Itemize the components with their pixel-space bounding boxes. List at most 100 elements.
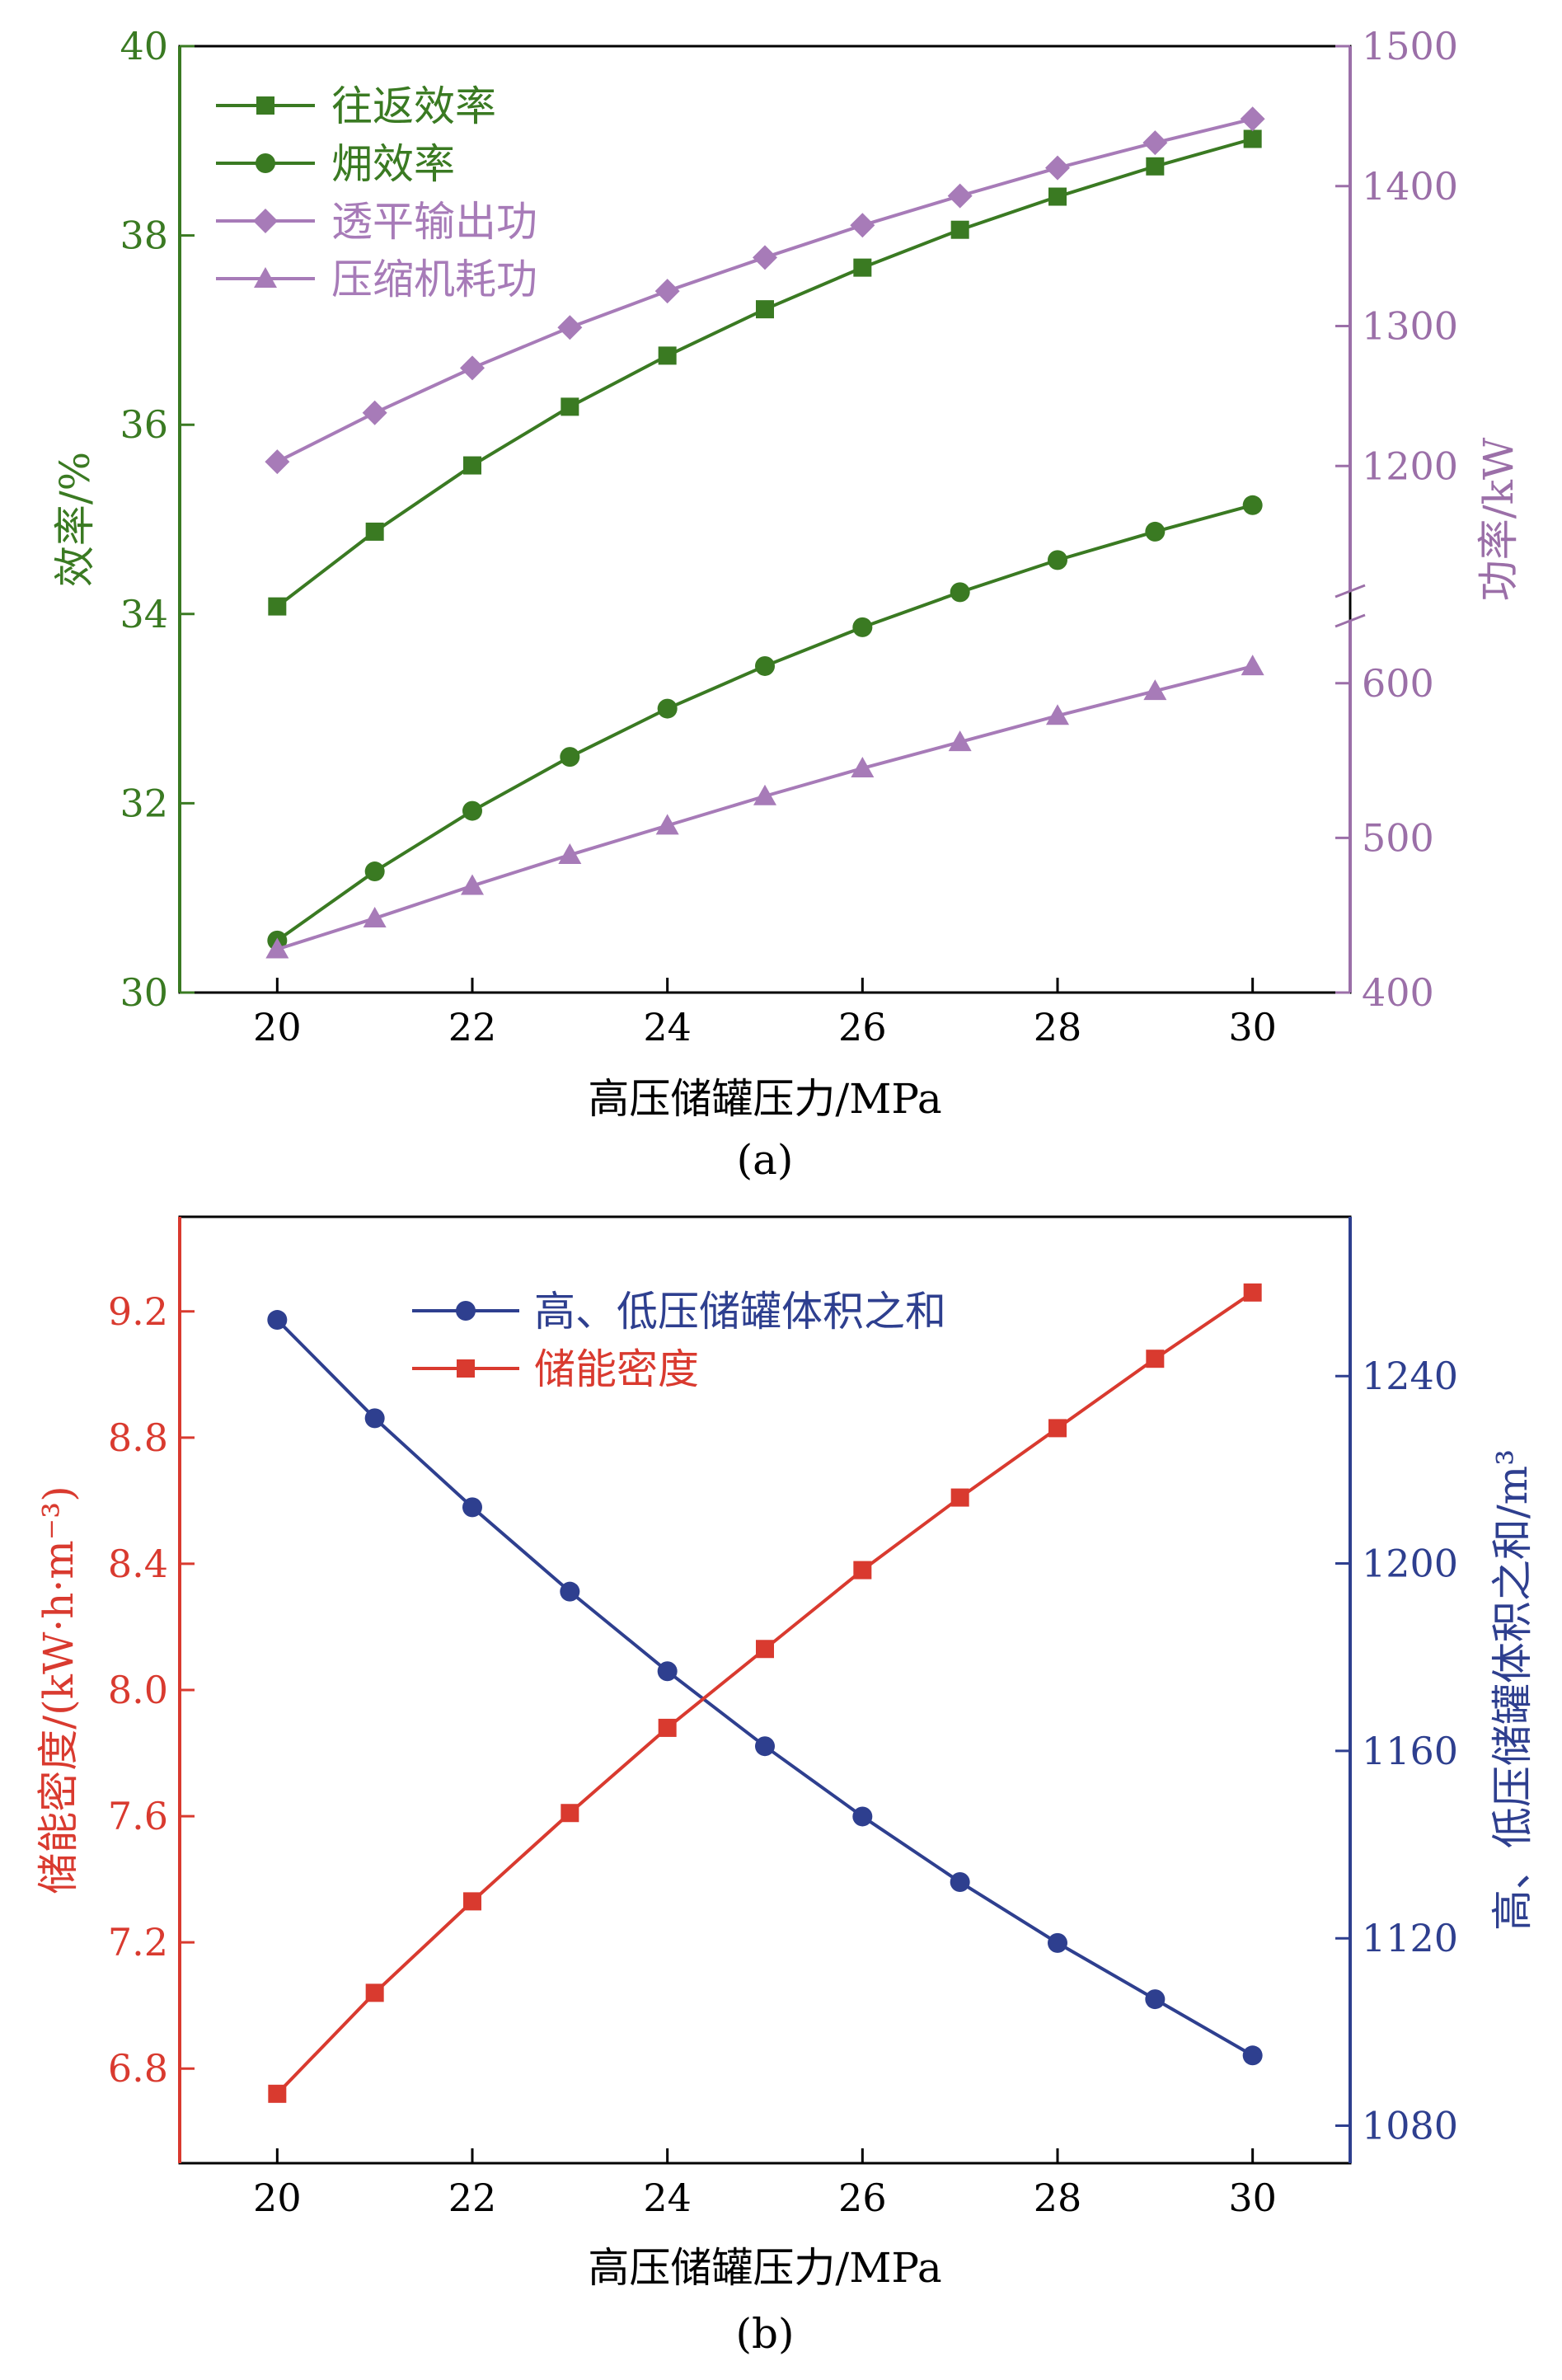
panel-a-point xyxy=(753,245,777,270)
panel-b-point xyxy=(1146,1350,1165,1368)
panel-a-point xyxy=(462,800,482,821)
panel-b-point xyxy=(364,1408,385,1429)
panel-a-right-tick-label: 1200 xyxy=(1362,444,1458,488)
panel-a-point xyxy=(1145,521,1166,542)
panel-b-point xyxy=(853,1561,872,1580)
panel-a-point xyxy=(948,730,972,752)
panel-b-point xyxy=(462,1497,482,1518)
panel-a-point xyxy=(1048,550,1067,570)
panel-a-right-tick-label: 500 xyxy=(1362,815,1434,860)
panel-b-point xyxy=(560,1581,580,1602)
panel-a-right-tick-label: 400 xyxy=(1362,970,1434,1015)
panel-b-left-tick-label: 7.2 xyxy=(108,1920,168,1965)
panel-a-plot-frame xyxy=(178,45,1352,994)
panel-a-left-tick-label: 34 xyxy=(120,592,168,636)
panel-a-point xyxy=(560,747,580,768)
panel-a-point xyxy=(461,874,484,895)
panel-a-point xyxy=(265,937,289,959)
panel-a-point xyxy=(1045,155,1070,181)
panel-b-point xyxy=(950,1872,970,1893)
panel-b-left-tick-label: 8.0 xyxy=(108,1668,168,1712)
panel-b-legend-marker xyxy=(456,1301,476,1321)
panel-a-point xyxy=(463,456,481,475)
panel-b: 20 22 24 26 28 30 6.8 7.2 7.6 8.0 8.4 8.8 9.2 1080 1… xyxy=(35,1215,1536,2358)
panel-b-plot-frame xyxy=(178,1215,1352,2165)
panel-a-point xyxy=(1241,655,1264,676)
panel-b-series-line-2 xyxy=(275,1291,1254,2096)
panel-b-legend-marker xyxy=(457,1359,475,1378)
panel-b-x-tick-label: 30 xyxy=(1228,2176,1277,2220)
panel-b-left-tick-label: 9.2 xyxy=(108,1289,168,1334)
panel-a-left-axis-title: 效率/% xyxy=(51,452,99,587)
panel-a-right-tick-label: 1300 xyxy=(1362,304,1458,349)
panel-a-legend-marker xyxy=(254,267,277,288)
panel-a-legend-marker xyxy=(253,209,278,233)
panel-a-point xyxy=(1048,187,1067,206)
panel-b-right-tick-label: 1160 xyxy=(1362,1729,1458,1773)
panel-a-left-tick-label: 40 xyxy=(120,24,168,68)
panel-a-legend-label: 透平输出功 xyxy=(331,198,537,246)
panel-a-point xyxy=(851,756,875,777)
panel-a-right-tick-label: 1400 xyxy=(1362,164,1458,209)
panel-b-right-tick-label: 1120 xyxy=(1362,1916,1458,1960)
panel-b-x-axis-title: 高压储罐压力/MPa xyxy=(588,2244,941,2292)
panel-b-right-axis-title: 高、低压储罐体积之和/m³ xyxy=(1489,1449,1536,1931)
panel-b-legend-label: 高、低压储罐体积之和 xyxy=(534,1288,946,1336)
panel-a-x-tick-label: 20 xyxy=(253,1005,302,1049)
panel-a-right-axis-title: 功率/kW xyxy=(1475,437,1522,601)
panel-a-legend-marker xyxy=(256,96,274,115)
panel-a-x-axis-title: 高压储罐压力/MPa xyxy=(588,1075,941,1123)
panel-b-point xyxy=(756,1640,774,1659)
panel-b-x-tick-label: 20 xyxy=(253,2176,302,2220)
panel-b-point xyxy=(852,1806,873,1827)
panel-a-point xyxy=(654,279,680,304)
panel-a: 20 22 24 26 28 30 30 32 34 36 38 40 400 500 600 1200 1… xyxy=(51,24,1522,1184)
panel-a-legend-label: 压缩机耗功 xyxy=(331,256,537,303)
panel-b-left-tick-label: 8.8 xyxy=(108,1415,168,1460)
panel-a-point xyxy=(363,906,387,927)
panel-b-x-tick-label: 26 xyxy=(838,2176,887,2220)
panel-a-left-tick-label: 30 xyxy=(120,970,168,1015)
panel-b-point xyxy=(950,1488,969,1507)
panel-a-point xyxy=(268,597,287,616)
panel-a-legend-label: 㶲效率 xyxy=(331,140,455,188)
panel-a-legend-label: 往返效率 xyxy=(331,82,496,130)
panel-b-point xyxy=(267,1310,288,1331)
panel-a-point xyxy=(850,213,875,238)
panel-b-point xyxy=(658,1718,677,1737)
panel-a-point xyxy=(852,617,873,637)
panel-a-point xyxy=(557,315,583,340)
panel-a-point xyxy=(1243,129,1262,148)
panel-a-right-tick-label: 1500 xyxy=(1362,24,1458,68)
panel-a-point xyxy=(561,397,579,416)
panel-a-point xyxy=(365,522,384,541)
panel-b-point xyxy=(1048,1419,1067,1438)
panel-a-point xyxy=(655,814,679,835)
panel-b-point xyxy=(365,1983,384,2002)
panel-a-point xyxy=(657,698,678,719)
panel-a-point xyxy=(364,861,385,882)
panel-a-point xyxy=(460,355,485,381)
panel-a-point xyxy=(1242,495,1263,515)
panel-a-point xyxy=(950,220,969,239)
panel-b-point xyxy=(1145,1989,1166,2010)
panel-a-series-line-4 xyxy=(276,664,1254,951)
panel-a-point xyxy=(1046,704,1069,725)
panel-b-right-tick-label: 1080 xyxy=(1362,2104,1458,2148)
panel-a-point xyxy=(558,843,582,865)
panel-a-point xyxy=(362,400,387,425)
panel-b-x-tick-label: 24 xyxy=(643,2176,692,2220)
panel-a-left-tick-label: 38 xyxy=(120,214,168,258)
panel-a-x-tick-label: 22 xyxy=(448,1005,497,1049)
panel-a-left-tick-label: 32 xyxy=(120,781,168,825)
panel-a-point xyxy=(753,784,776,805)
panel-a-point xyxy=(658,346,677,365)
panel-a-axis-break xyxy=(1335,584,1366,628)
panel-b-point xyxy=(561,1804,579,1823)
panel-b-right-tick-label: 1240 xyxy=(1362,1354,1458,1398)
panel-b-x-tick-label: 28 xyxy=(1034,2176,1082,2220)
panel-b-label: (b) xyxy=(735,2310,794,2358)
panel-b-left-tick-label: 6.8 xyxy=(108,2046,168,2091)
panel-b-right-tick-label: 1200 xyxy=(1362,1542,1458,1586)
